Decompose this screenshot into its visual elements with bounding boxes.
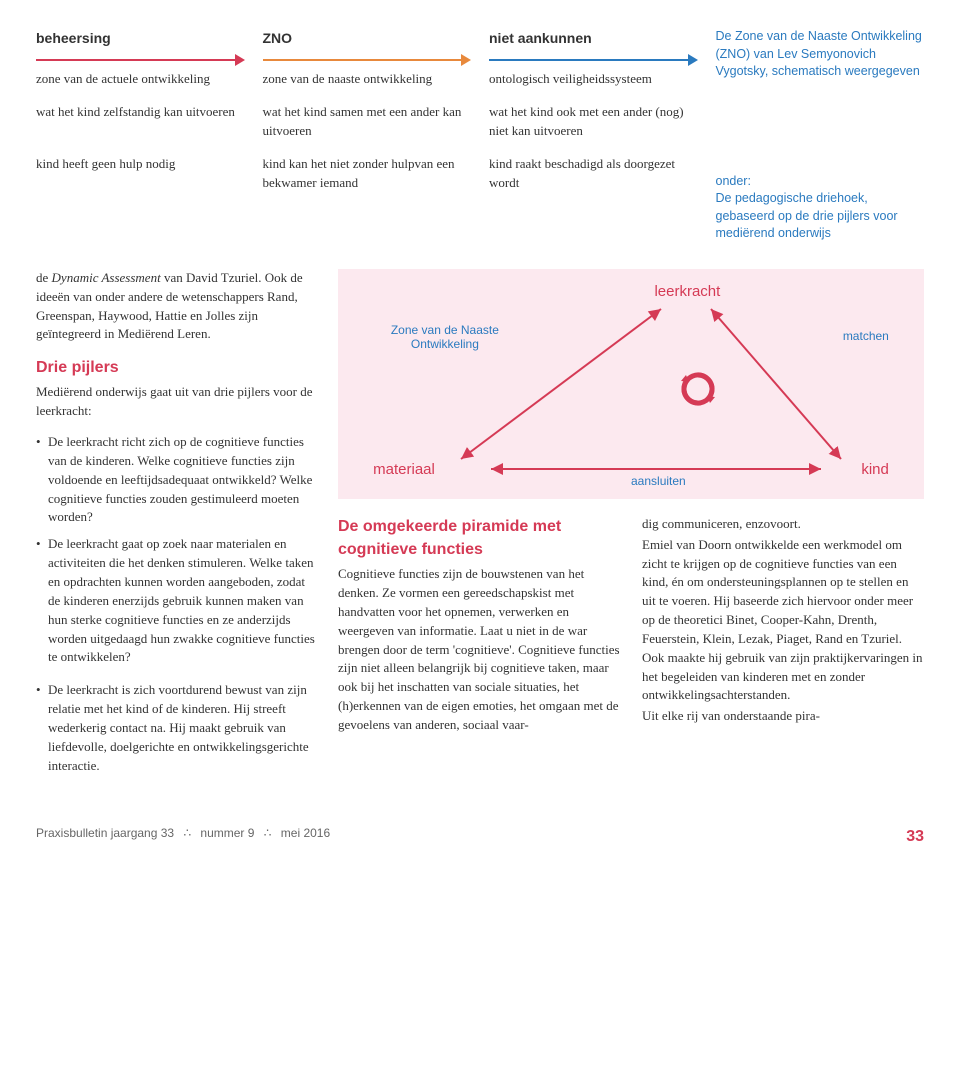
pijlers-list: De leerkracht richt zich op de cognitiev… xyxy=(36,433,316,775)
heading-drie-pijlers: Drie pijlers xyxy=(36,356,316,379)
triangle-edges-icon xyxy=(338,269,924,499)
dot-icon: ∴ xyxy=(264,826,272,840)
col1-sub: zone van de actuele ontwikkeling xyxy=(36,70,245,89)
col1-head: beheersing xyxy=(36,28,245,48)
right-p1: dig communiceren, enzovoort. xyxy=(642,515,924,534)
right-p2: Emiel van Doorn ontwikkelde een werkmode… xyxy=(642,536,924,706)
list-item: De leerkracht is zich voortdurend bewust… xyxy=(36,681,316,775)
arrow-orange-icon xyxy=(263,54,472,66)
page-number: 33 xyxy=(906,825,924,848)
footer-journal: Praxisbulletin jaargang 33 xyxy=(36,826,174,840)
col3-r2: wat het kind ook met een ander (nog) nie… xyxy=(489,103,698,141)
caption-top: De Zone van de Naaste Ontwikkeling (ZNO)… xyxy=(716,28,925,89)
p1a: de xyxy=(36,270,52,285)
caption2-body: De pedagogische driehoek, gebaseerd op d… xyxy=(716,191,898,240)
list-item: De leerkracht gaat op zoek naar material… xyxy=(36,535,316,667)
col1-r3: kind heeft geen hulp nodig xyxy=(36,155,245,243)
cycle-icon xyxy=(678,369,718,409)
middle-column: De omgekeerde piramide met cognitieve fu… xyxy=(338,515,620,747)
arrow-blue-icon xyxy=(489,54,698,66)
col3-head: niet aankunnen xyxy=(489,28,698,48)
caption-bottom: onder: De pedagogische driehoek, gebasee… xyxy=(716,173,925,243)
footer-left: Praxisbulletin jaargang 33 ∴ nummer 9 ∴ … xyxy=(36,825,330,848)
caption2-label: onder: xyxy=(716,173,925,191)
page-footer: Praxisbulletin jaargang 33 ∴ nummer 9 ∴ … xyxy=(36,825,924,848)
lower-columns: de Dynamic Assessment van David Tzuriel.… xyxy=(36,269,924,788)
left-p2: Mediërend onderwijs gaat uit van drie pi… xyxy=(36,383,316,421)
mid-p: Cognitieve functies zijn de bouwstenen v… xyxy=(338,565,620,735)
right-column: dig communiceren, enzovoort. Emiel van D… xyxy=(642,515,924,747)
zno-col2: ZNO zone van de naaste ontwikkeling xyxy=(263,28,472,89)
left-p1: de Dynamic Assessment van David Tzuriel.… xyxy=(36,269,316,344)
p1b: Dynamic Assessment xyxy=(52,270,161,285)
zno-col1: beheersing zone van de actuele ontwikkel… xyxy=(36,28,245,89)
triangle-diagram: leerkracht materiaal kind Zone van de Na… xyxy=(338,269,924,499)
col3-r3: kind raakt beschadigd als doorgezet word… xyxy=(489,155,698,243)
left-column: de Dynamic Assessment van David Tzuriel.… xyxy=(36,269,316,788)
heading-piramide: De omgekeerde piramide met cognitieve fu… xyxy=(338,515,620,561)
col2-head: ZNO xyxy=(263,28,472,48)
footer-date: mei 2016 xyxy=(281,826,330,840)
right-area: leerkracht materiaal kind Zone van de Na… xyxy=(338,269,924,788)
col3-sub: ontologisch veiligheidssysteem xyxy=(489,70,698,89)
col2-r3: kind kan het niet zonder hulpvan een bek… xyxy=(263,155,472,243)
col2-sub: zone van de naaste ontwikkeling xyxy=(263,70,472,89)
arrow-red-icon xyxy=(36,54,245,66)
list-item: De leerkracht richt zich op de cognitiev… xyxy=(36,433,316,527)
footer-issue: nummer 9 xyxy=(200,826,254,840)
right-p3: Uit elke rij van onderstaande pira- xyxy=(642,707,924,726)
col2-r2: wat het kind samen met een ander kan uit… xyxy=(263,103,472,141)
zno-col3: niet aankunnen ontologisch veiligheidssy… xyxy=(489,28,698,89)
dot-icon: ∴ xyxy=(183,826,191,840)
col1-r2: wat het kind zelfstandig kan uitvoeren xyxy=(36,103,245,141)
zno-schematic: beheersing zone van de actuele ontwikkel… xyxy=(36,28,924,243)
